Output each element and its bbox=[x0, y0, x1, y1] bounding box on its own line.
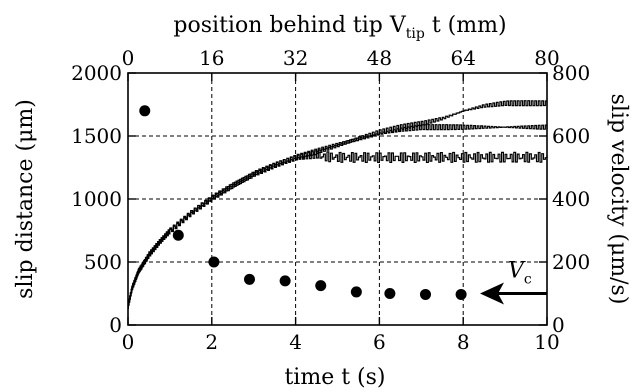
data-point bbox=[350, 286, 362, 298]
data-point bbox=[139, 105, 151, 117]
x-tick-label-top: 16 bbox=[199, 46, 224, 70]
x-tick-label-top: 64 bbox=[450, 46, 475, 70]
data-point bbox=[315, 280, 327, 292]
x-axis-title-top-tail: t (mm) bbox=[425, 13, 507, 38]
vc-label-sub: c bbox=[524, 272, 532, 288]
vc-label-main: V bbox=[508, 259, 526, 284]
vc-label: Vc bbox=[508, 259, 532, 288]
x-tick-label-top: 0 bbox=[122, 46, 135, 70]
x-tick-label-top: 48 bbox=[367, 46, 392, 70]
y-axis-title-right: slip velocity (μm/s) bbox=[606, 94, 631, 305]
series-line-1 bbox=[127, 100, 548, 307]
grid bbox=[128, 73, 547, 325]
y-tick-label-left: 1000 bbox=[71, 187, 122, 211]
y-tick-label-right: 200 bbox=[552, 250, 590, 274]
y-tick-label-left: 1500 bbox=[71, 124, 122, 148]
data-point bbox=[419, 288, 431, 300]
plot-frame bbox=[127, 72, 548, 326]
y-tick-label-left: 500 bbox=[84, 250, 122, 274]
x-tick-label-bottom: 10 bbox=[534, 330, 559, 354]
data-point bbox=[455, 288, 467, 300]
series-line-3 bbox=[127, 151, 548, 309]
x-axis-title-bottom: time t (s) bbox=[284, 365, 385, 390]
series-group bbox=[127, 100, 548, 309]
y-tick-label-right: 800 bbox=[552, 61, 590, 85]
ticks bbox=[127, 72, 548, 326]
vc-arrow-head bbox=[480, 282, 504, 305]
x-axis-title-top: position behind tip Vtip t (mm) bbox=[173, 13, 506, 42]
y-tick-label-left: 2000 bbox=[71, 61, 122, 85]
annotation: Vc bbox=[480, 259, 547, 305]
x-tick-label-bottom: 6 bbox=[373, 330, 386, 354]
y-tick-label-right: 0 bbox=[552, 313, 565, 337]
y-axis-title-left: slip distance (μm) bbox=[13, 99, 38, 299]
data-point bbox=[279, 275, 291, 287]
x-tick-label-top: 80 bbox=[534, 46, 559, 70]
x-tick-label-top: 32 bbox=[283, 46, 308, 70]
x-axis-title-top-main: position behind tip V bbox=[173, 13, 406, 38]
y-tick-label-right: 400 bbox=[552, 187, 590, 211]
series-line-2 bbox=[127, 124, 548, 309]
x-tick-label-bottom: 8 bbox=[457, 330, 470, 354]
data-point bbox=[384, 288, 396, 299]
x-tick-label-bottom: 2 bbox=[205, 330, 218, 354]
y-tick-label-right: 600 bbox=[552, 124, 590, 148]
x-axis-title-top-sub: tip bbox=[406, 26, 425, 42]
data-point bbox=[208, 256, 220, 268]
x-tick-label-bottom: 0 bbox=[122, 330, 135, 354]
y-tick-label-left: 0 bbox=[109, 313, 122, 337]
data-point bbox=[172, 229, 184, 241]
data-point bbox=[244, 273, 256, 285]
x-tick-label-bottom: 4 bbox=[289, 330, 302, 354]
tick-labels: 0 2 4 6 8 100 16 32 48 64 800500100015002000020040… bbox=[71, 46, 590, 354]
